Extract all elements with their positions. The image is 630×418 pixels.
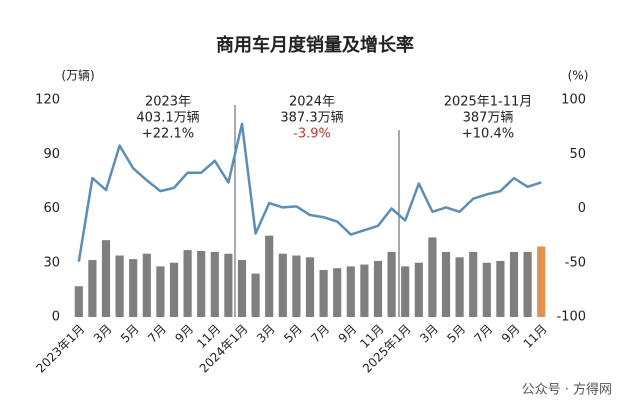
bar <box>428 237 437 317</box>
annotation: 2023年 <box>145 95 191 110</box>
bar <box>441 251 451 317</box>
x-tick-label: 11月 <box>521 322 550 351</box>
y-axis-label: (万辆) <box>61 69 94 83</box>
x-tick-label: 9月 <box>172 322 196 346</box>
bar <box>142 253 151 317</box>
bar <box>509 251 519 317</box>
bar <box>373 260 383 317</box>
bar <box>129 259 138 317</box>
annotation: 403.1万辆 <box>136 111 199 126</box>
footer: 公众号 · 方得网 <box>522 382 612 398</box>
bar <box>237 260 247 317</box>
bar <box>115 255 124 317</box>
bar <box>414 262 423 317</box>
bar <box>482 262 491 317</box>
x-tick-label: 9月 <box>499 322 523 346</box>
bar <box>346 266 355 317</box>
bar <box>305 257 315 317</box>
bar <box>455 257 464 317</box>
x-tick-label: 3月 <box>254 322 278 346</box>
annotation: -3.9% <box>293 127 331 142</box>
bar <box>537 246 546 317</box>
annotation: +10.4% <box>462 127 514 142</box>
x-tick-label: 5月 <box>118 322 142 346</box>
bar <box>251 273 260 317</box>
bar <box>401 266 410 317</box>
y2-axis-label: (%) <box>568 69 589 83</box>
chart-title: 商用车月度销量及增长率 <box>216 34 414 56</box>
bar <box>183 250 192 317</box>
y2-tick-label: 100 <box>561 93 586 108</box>
bar <box>387 251 396 317</box>
y2-tick-label: 50 <box>569 147 586 162</box>
y-tick-label: 120 <box>35 93 60 108</box>
x-tick-label: 7月 <box>472 322 496 346</box>
bar <box>169 262 179 317</box>
y-tick-label: 30 <box>43 255 60 270</box>
bar <box>156 266 165 317</box>
x-tick-label: 5月 <box>444 322 468 346</box>
bar <box>74 286 83 317</box>
y2-tick-label: -100 <box>556 310 586 325</box>
bar <box>292 255 301 317</box>
annotation: 2024年 <box>289 95 335 110</box>
y-tick-label: 60 <box>43 201 60 216</box>
bar <box>210 251 219 317</box>
x-tick-label: 7月 <box>308 322 332 346</box>
annotation: 2025年1-11月 <box>444 95 533 110</box>
x-tick-label: 2023年1月 <box>34 322 88 376</box>
x-tick-label: 3月 <box>417 322 441 346</box>
bar <box>224 253 233 317</box>
bar <box>278 253 287 317</box>
y2-tick-label: 0 <box>578 201 586 216</box>
line <box>77 122 542 262</box>
bar <box>360 264 369 317</box>
x-tick-label: 5月 <box>281 322 305 346</box>
y-tick-label: 0 <box>52 310 60 325</box>
bar <box>319 269 328 317</box>
bar <box>101 240 111 317</box>
bar <box>88 260 97 317</box>
y-tick-label: 90 <box>43 147 60 162</box>
x-tick-label: 3月 <box>91 322 115 346</box>
bar <box>265 235 274 317</box>
x-tick-label: 7月 <box>145 322 169 346</box>
x-tick-label: 9月 <box>336 322 360 346</box>
annotation: 387.3万辆 <box>280 111 343 126</box>
bar <box>333 268 342 317</box>
annotation: +22.1% <box>142 127 194 142</box>
y2-tick-label: -50 <box>565 255 586 270</box>
bar <box>197 250 206 317</box>
bar <box>469 251 478 317</box>
bar <box>523 251 532 317</box>
annotation: 387万辆 <box>463 111 514 126</box>
bar <box>496 260 505 317</box>
